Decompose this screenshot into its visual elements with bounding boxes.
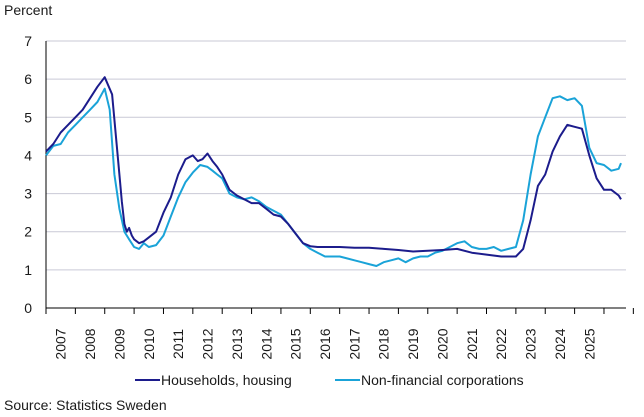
- x-tick-label-group: 2021: [464, 328, 480, 359]
- x-tick-label: 2021: [464, 328, 480, 359]
- legend-label: Households, housing: [161, 372, 292, 388]
- x-tick-label: 2013: [229, 328, 245, 359]
- x-tick-label: 2007: [53, 328, 69, 359]
- legend: Households, housing Non-financial corpora…: [135, 372, 524, 388]
- x-tick-label: 2016: [317, 328, 333, 359]
- y-tick-label: 4: [24, 147, 32, 163]
- x-tick-label-group: 2012: [200, 328, 216, 359]
- x-tick-label-group: 2017: [346, 328, 362, 359]
- series-line-1: [45, 87, 622, 267]
- x-tick-label-group: 2025: [581, 328, 597, 359]
- x-tick-label-group: 2015: [288, 328, 304, 359]
- y-axis-label: Percent: [4, 2, 53, 18]
- x-tick-label-group: 2022: [493, 328, 509, 359]
- x-tick-label-group: 2018: [376, 328, 392, 359]
- x-tick-label: 2017: [346, 328, 362, 359]
- x-tick-label-group: 2010: [141, 328, 157, 359]
- y-tick-label: 5: [24, 109, 32, 125]
- x-tick-label-group: 2024: [552, 328, 568, 359]
- x-tick-label: 2019: [405, 328, 421, 359]
- source-note: Source: Statistics Sweden: [4, 397, 167, 413]
- y-tick-label: 3: [24, 186, 32, 202]
- series-lines: [45, 76, 622, 267]
- x-tick-label: 2024: [552, 328, 568, 359]
- x-tick-label: 2011: [170, 329, 186, 359]
- series-line-0: [45, 76, 622, 258]
- x-tick-label-group: 2007: [53, 328, 69, 359]
- x-tick-label: 2009: [111, 328, 127, 359]
- x-tick-label: 2022: [493, 328, 509, 359]
- y-tick-labels: 0 1 2 3 4 5 6 7: [24, 33, 32, 316]
- x-tick-label-group: 2019: [405, 328, 421, 359]
- y-tick-label: 1: [24, 262, 32, 278]
- x-tick-label: 2014: [258, 328, 274, 359]
- x-tick-label-group: 2023: [523, 328, 539, 359]
- x-tick-label: 2018: [376, 328, 392, 359]
- x-tick-label-group: 2020: [434, 328, 450, 359]
- x-tick-label-group: 2013: [229, 328, 245, 359]
- x-tick-label: 2023: [523, 328, 539, 359]
- y-tick-label: 2: [24, 224, 32, 240]
- legend-label: Non-financial corporations: [361, 372, 524, 388]
- x-tick-label: 2020: [434, 328, 450, 359]
- x-tick-label-group: 2016: [317, 328, 333, 359]
- y-tick-label: 6: [24, 71, 32, 87]
- x-tick-label: 2025: [581, 328, 597, 359]
- x-tick-label: 2012: [200, 328, 216, 359]
- x-tick-label-group: 2014: [258, 328, 274, 359]
- x-tick-label-group: 2009: [111, 328, 127, 359]
- y-tick-label: 7: [24, 33, 32, 49]
- x-tick-labels: 2007 2008 2009 2010 2011 2012 2013 2014 2015 2016…: [45, 308, 634, 360]
- x-tick-label-group: 2011: [170, 329, 186, 359]
- x-tick-label: 2015: [288, 328, 304, 359]
- x-tick-label-group: 2008: [82, 328, 98, 359]
- x-tick-label: 2008: [82, 328, 98, 359]
- grid-lines: [45, 40, 626, 314]
- y-tick-label: 0: [24, 300, 32, 316]
- x-tick-label: 2010: [141, 328, 157, 359]
